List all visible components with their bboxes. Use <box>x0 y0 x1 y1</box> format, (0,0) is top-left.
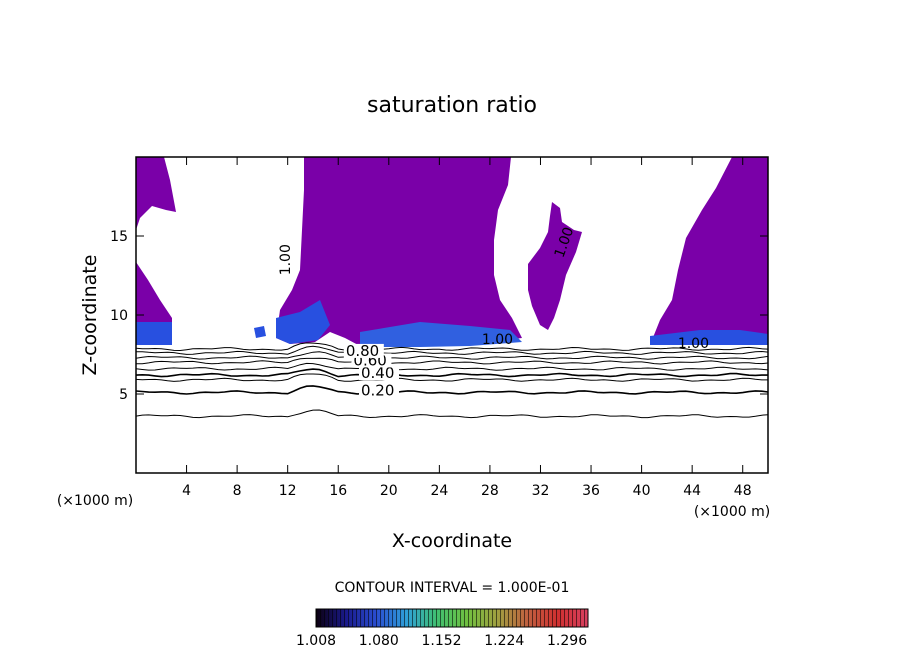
contour-line <box>136 373 768 382</box>
y-tick-label: 10 <box>110 308 128 324</box>
contour-label-1-00: 1.00 <box>482 332 513 348</box>
contour-line <box>136 351 768 360</box>
contour-label-1-00: 1.00 <box>278 244 294 275</box>
contour-label-bg <box>358 383 399 398</box>
colorbar-tick-label: 1.080 <box>359 633 399 649</box>
plot-area <box>136 157 768 419</box>
colorbar-tick-label: 1.008 <box>296 633 336 649</box>
contour-label: 0.80 <box>346 342 379 360</box>
x-unit-left: (×1000 m) <box>57 493 133 509</box>
small-patch <box>254 326 266 338</box>
contour-labels: 0.200.400.600.801.001.001.001.00 <box>278 225 709 399</box>
x-tick-label: 28 <box>481 483 499 499</box>
x-tick-label: 4 <box>182 483 191 499</box>
x-tick-label: 44 <box>683 483 701 499</box>
contour-label: 0.20 <box>361 381 394 399</box>
y-axis-ticks: 5 10 15 <box>110 229 768 403</box>
chart-title: saturation ratio <box>367 93 537 118</box>
x-tick-label: 40 <box>633 483 651 499</box>
x-axis-ticks: 4 8 12 16 20 24 28 32 36 40 44 48 <box>182 157 752 499</box>
colorbar-labels: 1.008 1.080 1.152 1.224 1.296 <box>296 633 587 649</box>
x-tick-label: 36 <box>582 483 600 499</box>
contour-label: 0.40 <box>361 364 394 382</box>
saturation-region-center <box>276 157 522 346</box>
y-tick-label: 15 <box>110 229 128 245</box>
contour-line <box>136 362 768 371</box>
contour-line <box>136 385 768 395</box>
saturation-region-tower <box>528 202 582 330</box>
contour-lines <box>136 342 768 419</box>
contour-line <box>136 357 768 365</box>
contour-interval-note: CONTOUR INTERVAL = 1.000E-01 <box>335 580 570 596</box>
contour-label-1-00: 1.00 <box>678 336 709 352</box>
x-axis-title: X-coordinate <box>392 530 512 552</box>
colorbar-stripes <box>316 609 588 627</box>
colorbar-tick-label: 1.224 <box>484 633 524 649</box>
x-unit-right: (×1000 m) <box>694 504 770 520</box>
x-tick-label: 16 <box>329 483 347 499</box>
colorbar-tick-label: 1.296 <box>547 633 587 649</box>
contour-label-bg <box>358 366 399 381</box>
colorbar-tick-label: 1.152 <box>421 633 461 649</box>
x-tick-label: 32 <box>532 483 550 499</box>
contour-label-bg <box>343 343 384 358</box>
contour-line <box>136 345 768 355</box>
low-band-center <box>276 300 330 344</box>
x-tick-label: 20 <box>380 483 398 499</box>
contour-line <box>136 409 768 419</box>
x-tick-label: 48 <box>734 483 752 499</box>
x-tick-label: 8 <box>233 483 242 499</box>
y-tick-label: 5 <box>119 387 128 403</box>
x-tick-label: 12 <box>279 483 297 499</box>
saturation-region-right <box>650 157 768 345</box>
low-band-right <box>650 330 768 345</box>
saturation-region-left <box>136 157 176 230</box>
x-tick-label: 24 <box>430 483 448 499</box>
contour-line <box>136 368 768 378</box>
low-band-left <box>136 322 172 345</box>
contour-line <box>136 342 768 352</box>
low-band-center-2 <box>360 322 522 347</box>
y-axis-title: Z-coordinate <box>79 255 101 376</box>
